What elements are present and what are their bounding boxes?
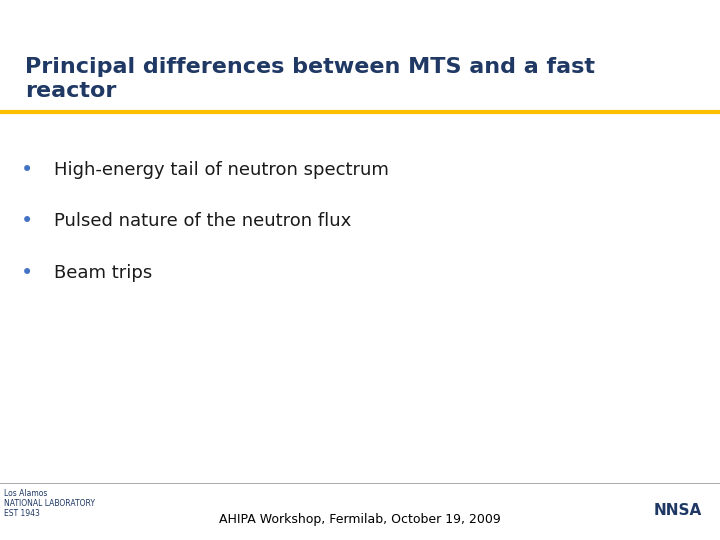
Text: Beam trips: Beam trips <box>54 264 152 282</box>
Text: AHIPA Workshop, Fermilab, October 19, 2009: AHIPA Workshop, Fermilab, October 19, 20… <box>219 513 501 526</box>
Text: High-energy tail of neutron spectrum: High-energy tail of neutron spectrum <box>54 161 389 179</box>
Text: Los Alamos
NATIONAL LABORATORY
EST 1943: Los Alamos NATIONAL LABORATORY EST 1943 <box>4 489 94 518</box>
Text: •: • <box>21 211 34 232</box>
Text: Principal differences between MTS and a fast
reactor: Principal differences between MTS and a … <box>25 57 595 100</box>
Text: Pulsed nature of the neutron flux: Pulsed nature of the neutron flux <box>54 212 351 231</box>
Text: •: • <box>21 262 34 283</box>
Text: NNSA: NNSA <box>654 503 702 518</box>
Text: •: • <box>21 160 34 180</box>
